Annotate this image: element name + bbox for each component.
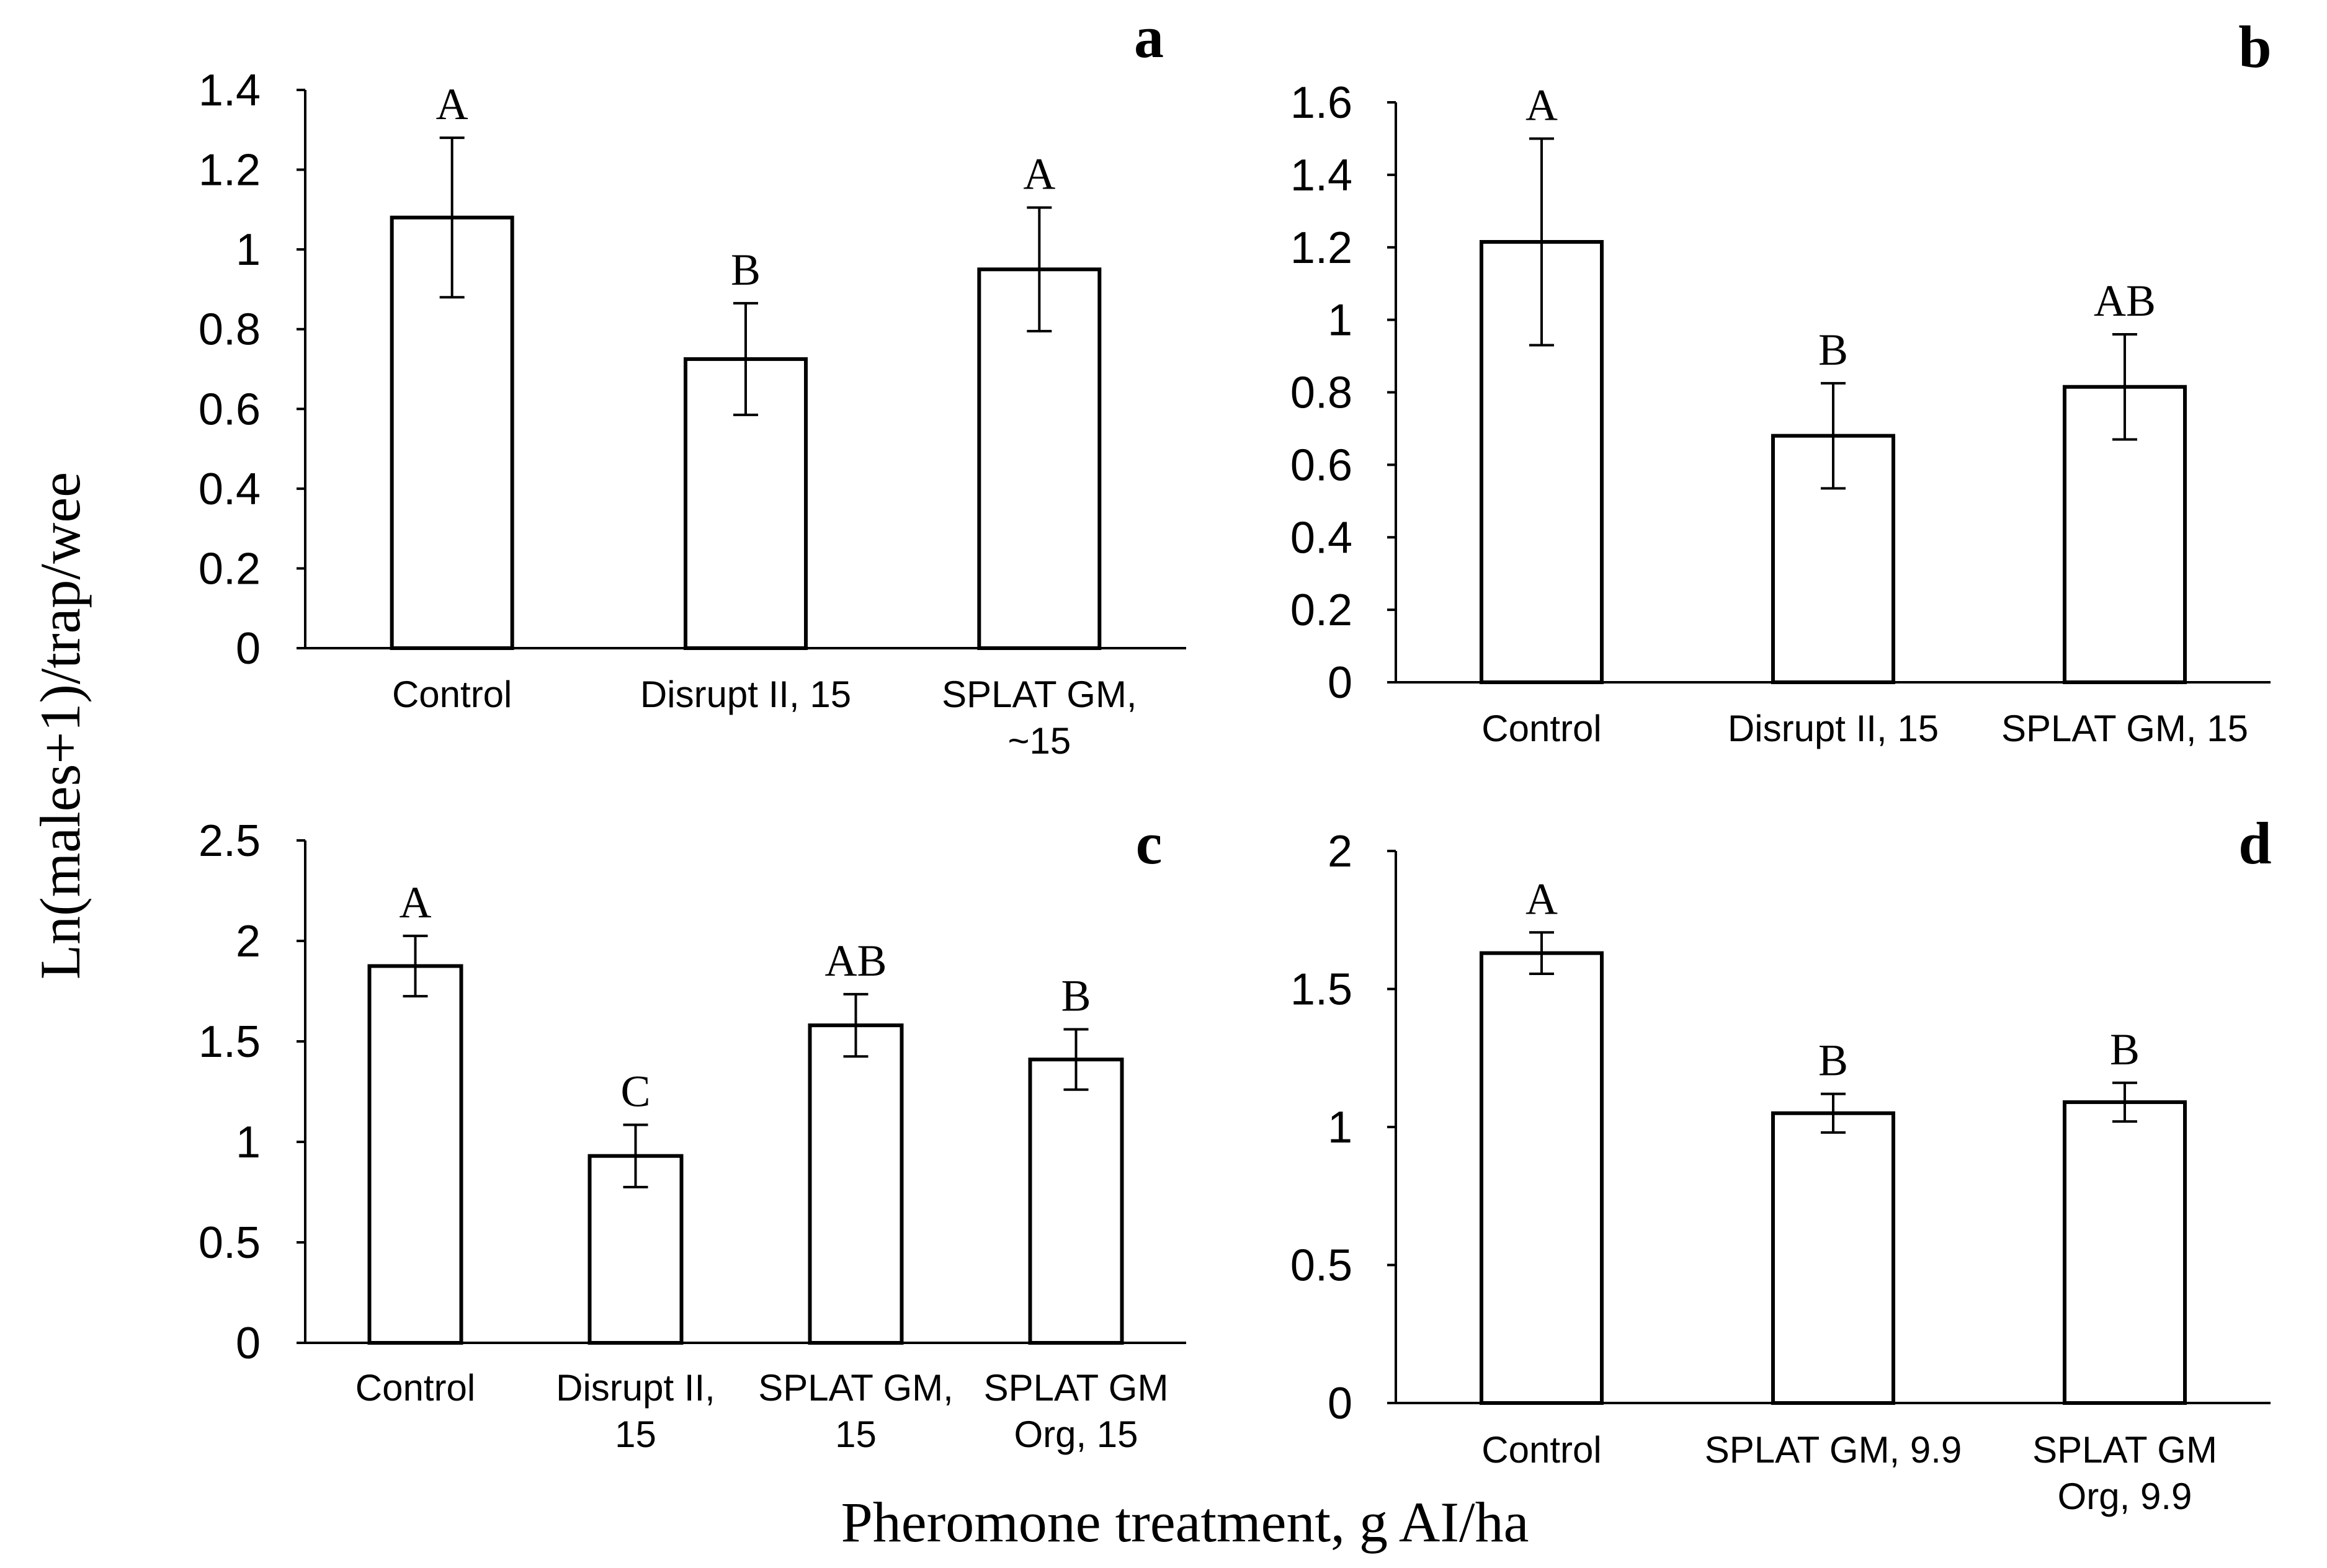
y-tick-label: 1 (1328, 1103, 1352, 1152)
y-tick-label: 1 (1328, 296, 1352, 345)
category-label: Control (1481, 708, 1601, 749)
y-tick-label: 0 (236, 624, 261, 674)
significance-label: B (1818, 325, 1848, 375)
bar (2063, 1100, 2187, 1405)
significance-label: A (1023, 149, 1055, 199)
category-label: 15 (835, 1414, 877, 1455)
y-tick-label: 1.4 (199, 66, 261, 115)
y-tick-label: 0 (1328, 658, 1352, 708)
y-tick-label: 1.5 (1290, 965, 1352, 1015)
significance-label: A (400, 878, 432, 927)
y-tick-label: 0 (1328, 1379, 1352, 1428)
y-tick-label: 0.4 (199, 465, 261, 514)
y-tick-label: 0 (236, 1319, 261, 1368)
bar (808, 1023, 904, 1345)
category-label: SPLAT GM, (942, 674, 1137, 715)
significance-label: B (731, 245, 761, 295)
bar (977, 267, 1102, 650)
category-label: SPLAT GM, 15 (2001, 708, 2248, 749)
category-label: Control (1481, 1429, 1601, 1471)
y-tick-label: 1 (236, 225, 261, 275)
y-tick-label: 0.5 (199, 1218, 261, 1268)
significance-label: B (1818, 1036, 1848, 1085)
y-tick-label: 1.2 (1290, 223, 1352, 273)
chart-panels: 0 0.2 0.4 0.6 0.8 1 1.2 1.4 A Control B Disrupt II,… (199, 4, 2272, 1517)
significance-label: A (1525, 80, 1558, 130)
significance-label: C (620, 1066, 650, 1116)
y-tick-label: 1.5 (199, 1017, 261, 1067)
category-label: SPLAT GM (984, 1367, 1169, 1409)
category-label: Control (355, 1367, 475, 1409)
significance-label: A (1525, 874, 1558, 924)
significance-label: AB (2094, 276, 2156, 326)
y-tick-label: 0.6 (1290, 440, 1352, 490)
panel-b: 0 0.2 0.4 0.6 0.8 1 1.2 1.4 1.6 A Control B Disrupt … (1290, 14, 2272, 749)
y-tick-label: 2.5 (199, 816, 261, 866)
x-axis-title: Pheromone treatment, g AI/ha (841, 1490, 1529, 1554)
y-axis-title: Ln(males+1)/trap/wee (29, 472, 92, 979)
significance-label: A (436, 79, 468, 129)
panel-c: 0 0.5 1 1.5 2 2.5 A Control C Disrupt II, 15 AB SPLA… (199, 810, 1186, 1455)
y-tick-label: 0.8 (199, 305, 261, 355)
bar (1771, 1111, 1895, 1405)
y-tick-label: 1.6 (1290, 78, 1352, 128)
bar (1480, 951, 1604, 1405)
y-tick-label: 2 (236, 917, 261, 966)
y-tick-label: 0.8 (1290, 368, 1352, 418)
category-label: Org, 15 (1014, 1414, 1138, 1455)
y-tick-label: 1.4 (1290, 151, 1352, 200)
category-label: Disrupt II, 15 (1728, 708, 1939, 749)
bar (684, 357, 808, 651)
y-tick-label: 1.2 (199, 146, 261, 195)
category-label: Disrupt II, (556, 1367, 715, 1409)
panel-letter: b (2238, 14, 2271, 80)
panel-a: 0 0.2 0.4 0.6 0.8 1 1.2 1.4 A Control B Disrupt II,… (199, 4, 1186, 762)
significance-label: B (2110, 1025, 2140, 1074)
y-tick-label: 1 (236, 1118, 261, 1167)
y-tick-label: 0.2 (199, 544, 261, 594)
category-label: SPLAT GM, (758, 1367, 954, 1409)
y-tick-label: 0.6 (199, 385, 261, 434)
y-tick-label: 2 (1328, 827, 1352, 876)
significance-label: AB (824, 936, 887, 986)
panel-letter: c (1136, 810, 1163, 876)
category-label: SPLAT GM, 9.9 (1705, 1429, 1962, 1471)
significance-label: B (1061, 971, 1091, 1021)
y-tick-label: 0.5 (1290, 1241, 1352, 1291)
y-tick-label: 0.2 (1290, 586, 1352, 635)
category-label: Org, 9.9 (2058, 1476, 2192, 1517)
category-label: Control (392, 674, 512, 715)
category-label: SPLAT GM (2032, 1429, 2217, 1471)
panel-letter: a (1134, 4, 1164, 70)
category-label: ~15 (1007, 720, 1071, 762)
category-label: 15 (615, 1414, 656, 1455)
bar (1028, 1058, 1124, 1345)
panel-d: 0 0.5 1 1.5 2 A Control B SPLAT GM, 9.9 B SPLAT GM… (1290, 810, 2272, 1517)
bar (367, 964, 463, 1345)
y-tick-label: 0.4 (1290, 513, 1352, 563)
category-label: Disrupt II, 15 (640, 674, 851, 715)
panel-letter: d (2238, 810, 2271, 876)
